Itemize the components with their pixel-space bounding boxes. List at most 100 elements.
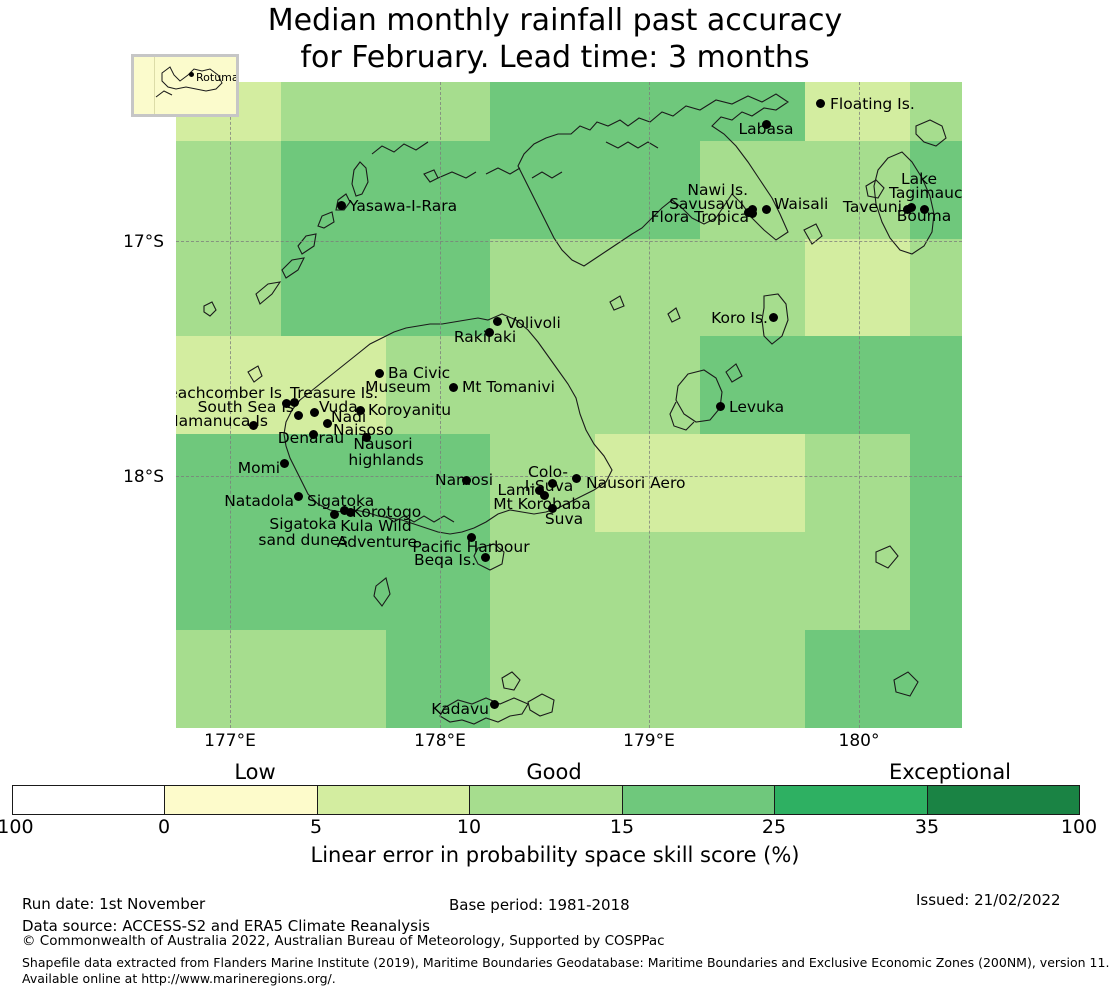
rotuma-inset-map[interactable]: Rotuma [131, 54, 239, 117]
city-label: Savusavu [669, 195, 744, 213]
city-label: Pacific Harbour [412, 538, 530, 556]
grid-cell [700, 82, 806, 142]
grid-cell [700, 630, 806, 728]
footer-issued: Issued: 21/02/2022 [916, 891, 1061, 909]
city-label: sand dunes [258, 531, 348, 549]
grid-cell [804, 336, 911, 435]
city-label: Waisali [774, 195, 829, 213]
grid-cell [490, 82, 596, 142]
colorbar[interactable] [12, 785, 1080, 815]
gridline-lon-178 [440, 82, 441, 728]
grid-cell [490, 140, 596, 240]
city-marker-dot [336, 200, 346, 210]
city-label: Lake [901, 170, 938, 188]
city-label: Bouma [896, 207, 952, 225]
grid-cell [176, 336, 282, 435]
city-label: Flora Tropica [650, 208, 749, 226]
city-label: Yasawa-I-Rara [349, 197, 458, 215]
city-label: Ba Civic [388, 364, 451, 382]
grid-cell [595, 82, 701, 142]
colorbar-segment [13, 786, 166, 814]
grid-cell [176, 434, 282, 533]
grid-cell [490, 434, 596, 533]
city-marker-dot [448, 382, 458, 392]
grid-cell [280, 630, 387, 728]
city-label: Labasa [738, 120, 794, 138]
city-marker-dot [484, 327, 494, 337]
title-line-2: for February. Lead time: 3 months [300, 40, 810, 75]
city-label: Floating Is. [830, 95, 915, 113]
city-marker-dot [902, 204, 912, 214]
city-label: Sigatoka [269, 515, 337, 533]
grid-cell [176, 532, 282, 631]
city-marker-dot [547, 503, 557, 513]
city-marker-dot [329, 509, 339, 519]
city-label: Natadola [224, 492, 294, 510]
city-label: Suva [544, 510, 584, 528]
x-axis-tick-180: 180° [838, 731, 880, 751]
footer-copyright: © Commonwealth of Australia 2022, Austra… [22, 933, 665, 949]
x-axis-tick-179E: 179°E [623, 731, 675, 751]
city-marker-dot [309, 407, 319, 417]
city-marker-dot [715, 401, 725, 411]
grid-cell [909, 434, 962, 533]
gridline-lon-177 [230, 82, 231, 728]
grid-cell [385, 532, 491, 631]
city-marker-dot [539, 490, 549, 500]
x-axis-tick-177E: 177°E [204, 731, 256, 751]
grid-cell [804, 140, 911, 240]
city-dot-rotuma [188, 71, 194, 77]
grid-cell [385, 336, 491, 435]
city-label: Colo- [528, 463, 568, 481]
y-axis-tick-17S: 17°S [123, 232, 164, 252]
city-label: Treasure Is. [290, 384, 379, 402]
city-marker-dot [322, 418, 332, 428]
city-marker-dot [761, 119, 771, 129]
city-label: Sigatoka [307, 492, 375, 510]
city-label: Museum [365, 378, 431, 396]
city-label: Levuka [729, 398, 785, 416]
city-marker-dot [281, 398, 291, 408]
city-label: Vuda [319, 398, 358, 416]
city-label: Nadi [331, 408, 367, 426]
grid-cell [385, 82, 491, 142]
city-marker-dot [492, 316, 502, 326]
city-label: Naisoso [333, 421, 394, 439]
grid-cell [804, 238, 911, 338]
city-marker-dot [339, 505, 349, 515]
grid-cell [804, 82, 911, 142]
footer-shapefile-line-1: Shapefile data extracted from Flanders M… [22, 955, 1110, 970]
grid-cell [700, 434, 806, 533]
city-label: Denarau [277, 429, 345, 447]
map-plot-area[interactable]: Floating Is. Labasa Yasawa-I-Rara Nawi Is. S… [176, 82, 962, 728]
coastline-layer [203, 93, 947, 725]
city-label: Nawi Is. [687, 181, 748, 199]
grid-cell [280, 238, 387, 338]
city-marker-dot [547, 478, 557, 488]
grid-cell [176, 630, 282, 728]
colorbar-tick-15: 15 [609, 816, 635, 838]
city-label: Kadavu [431, 700, 489, 718]
city-marker-dot [815, 98, 825, 108]
grid-cell [909, 238, 962, 338]
city-label: Namosi [434, 471, 494, 489]
city-marker-dot [293, 410, 303, 420]
city-label: South Sea Is [197, 398, 294, 416]
colorbar-segment [622, 786, 776, 814]
grid-cell [595, 532, 701, 631]
city-marker-dot [279, 458, 289, 468]
city-label: Beqa Is. [413, 551, 476, 569]
grid-cell [280, 532, 387, 631]
city-label: Kula Wild [340, 517, 412, 535]
colorbar-category-exceptional: Exceptional [888, 760, 1012, 784]
city-label: Koro Is. [711, 309, 768, 327]
colorbar-axis-title: Linear error in probability space skill … [310, 843, 800, 867]
city-label: Mamanuca Is [176, 412, 268, 430]
grid-cell [280, 82, 387, 142]
grid-cell [909, 336, 962, 435]
grid-cell [804, 434, 911, 533]
footer-shapefile-line-2: Available online at http://www.marinereg… [22, 971, 336, 986]
city-label: Nausori Aero [586, 474, 686, 492]
grid-cell [700, 336, 806, 435]
gridline-lat-17 [176, 241, 962, 242]
